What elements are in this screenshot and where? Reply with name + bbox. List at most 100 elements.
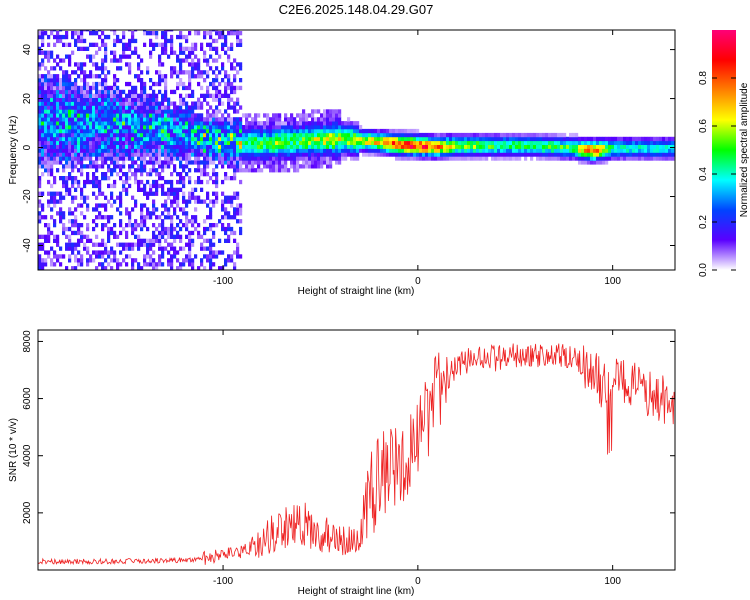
heatmap-cell bbox=[119, 199, 123, 204]
heatmap-cell bbox=[638, 136, 642, 142]
heatmap-cell bbox=[176, 70, 180, 75]
heatmap-cell bbox=[44, 215, 48, 220]
heatmap-cell bbox=[623, 148, 627, 153]
heatmap-cell bbox=[170, 50, 174, 55]
heatmap-cell bbox=[227, 223, 231, 228]
heatmap-cell bbox=[86, 101, 90, 106]
heatmap-cell bbox=[308, 152, 312, 157]
heatmap-cell bbox=[623, 156, 627, 161]
heatmap-cell bbox=[170, 38, 174, 44]
heatmap-cell bbox=[197, 121, 201, 126]
heatmap-cell bbox=[500, 132, 504, 138]
heatmap-cell bbox=[230, 85, 234, 91]
heatmap-cell bbox=[668, 140, 672, 145]
heatmap-cell bbox=[173, 144, 177, 149]
heatmap-cell bbox=[575, 132, 579, 138]
heatmap-cell bbox=[41, 148, 45, 153]
heatmap-cell bbox=[404, 128, 408, 134]
heatmap-cell bbox=[104, 250, 108, 255]
heatmap-cell bbox=[128, 246, 132, 251]
heatmap-cell bbox=[131, 117, 135, 122]
heatmap-cell bbox=[344, 156, 348, 161]
heatmap-cell bbox=[140, 156, 144, 161]
heatmap-cell bbox=[47, 160, 51, 165]
heatmap-cell bbox=[197, 58, 201, 63]
heatmap-cell bbox=[542, 136, 546, 142]
heatmap-cell bbox=[206, 58, 210, 63]
heatmap-cell bbox=[140, 93, 144, 98]
heatmap-cell bbox=[170, 262, 174, 267]
heatmap-cell bbox=[287, 132, 291, 138]
heatmap-cell bbox=[110, 144, 114, 149]
heatmap-cell bbox=[398, 144, 402, 149]
heatmap-cell bbox=[173, 246, 177, 251]
heatmap-cell bbox=[404, 140, 408, 145]
heatmap-cell bbox=[542, 156, 546, 161]
heatmap-cell bbox=[548, 148, 552, 153]
heatmap-cell bbox=[329, 164, 333, 169]
heatmap-cell bbox=[581, 156, 585, 161]
heatmap-cell bbox=[74, 62, 78, 67]
heatmap-cell bbox=[266, 128, 270, 134]
heatmap-cell bbox=[329, 136, 333, 142]
heatmap-cell bbox=[461, 144, 465, 149]
heatmap-cell bbox=[161, 262, 165, 267]
heatmap-cell bbox=[620, 144, 624, 149]
heatmap-cell bbox=[320, 121, 324, 126]
heatmap-cell bbox=[212, 58, 216, 63]
heatmap-cell bbox=[152, 46, 156, 51]
heatmap-cell bbox=[230, 176, 234, 181]
heatmap-cell bbox=[599, 152, 603, 157]
heatmap-cell bbox=[170, 266, 174, 270]
heatmap-cell bbox=[407, 152, 411, 157]
heatmap-cell bbox=[194, 31, 198, 36]
heatmap-cell bbox=[194, 132, 198, 138]
heatmap-cell bbox=[86, 172, 90, 177]
heatmap-cell bbox=[74, 219, 78, 224]
heatmap-cell bbox=[128, 242, 132, 247]
heatmap-cell bbox=[305, 125, 309, 130]
heatmap-cell bbox=[50, 93, 54, 98]
heatmap-cell bbox=[179, 70, 183, 75]
heatmap-cell bbox=[50, 195, 54, 200]
heatmap-cell bbox=[125, 42, 129, 47]
heatmap-cell bbox=[44, 105, 48, 110]
heatmap-cell bbox=[221, 62, 225, 67]
heatmap-cell bbox=[263, 136, 267, 142]
heatmap-cell bbox=[197, 97, 201, 102]
heatmap-cell bbox=[125, 187, 129, 192]
heatmap-cell bbox=[395, 140, 399, 145]
heatmap-cell bbox=[314, 132, 318, 138]
heatmap-cell bbox=[80, 144, 84, 149]
heatmap-cell bbox=[38, 121, 42, 126]
heatmap-cell bbox=[500, 144, 504, 149]
heatmap-cell bbox=[578, 160, 582, 165]
heatmap-cell bbox=[41, 125, 45, 130]
heatmap-cell bbox=[413, 132, 417, 138]
heatmap-cell bbox=[233, 85, 237, 91]
heatmap-cell bbox=[140, 211, 144, 216]
heatmap-cell bbox=[104, 156, 108, 161]
heatmap-cell bbox=[611, 148, 615, 153]
heatmap-cell bbox=[554, 132, 558, 138]
heatmap-cell bbox=[359, 136, 363, 142]
heatmap-cell bbox=[413, 144, 417, 149]
heatmap-cell bbox=[248, 136, 252, 142]
heatmap-cell bbox=[506, 144, 510, 149]
heatmap-cell bbox=[143, 219, 147, 224]
heatmap-cell bbox=[578, 152, 582, 157]
heatmap-cell bbox=[155, 262, 159, 267]
heatmap-cell bbox=[149, 168, 153, 173]
heatmap-cell bbox=[194, 101, 198, 106]
heatmap-cell bbox=[239, 121, 243, 126]
heatmap-cell bbox=[437, 136, 441, 142]
heatmap-cell bbox=[80, 156, 84, 161]
heatmap-cell bbox=[155, 226, 159, 232]
heatmap-cell bbox=[197, 105, 201, 110]
heatmap-cell bbox=[434, 140, 438, 145]
heatmap-cell bbox=[596, 136, 600, 142]
heatmap-cell bbox=[149, 160, 153, 165]
heatmap-cell bbox=[224, 74, 228, 79]
heatmap-cell bbox=[179, 62, 183, 67]
heatmap-cell bbox=[416, 148, 420, 153]
